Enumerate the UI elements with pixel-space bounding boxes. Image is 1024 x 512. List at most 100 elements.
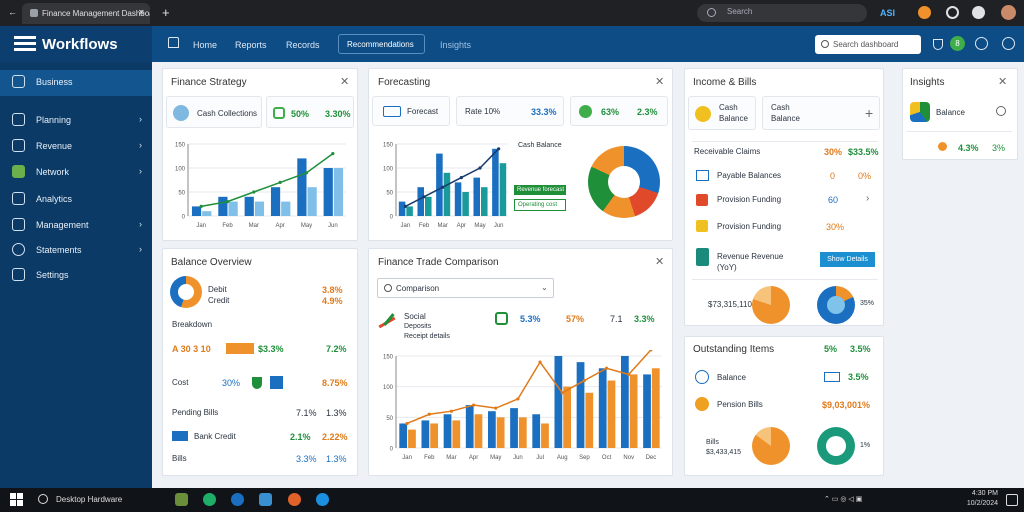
cash-collections-pill[interactable]: Cash Collections (166, 96, 262, 128)
home-icon[interactable] (168, 37, 179, 48)
insight-value: 4.3% (958, 143, 979, 153)
line-point (331, 152, 335, 156)
profile-extension-icon[interactable] (918, 6, 931, 19)
pill-label: Balance (771, 114, 800, 123)
shield-icon[interactable] (933, 39, 943, 50)
planning-icon (12, 113, 25, 126)
app-icon[interactable] (203, 493, 216, 506)
sidebar-item-statements[interactable]: Statements › (12, 240, 142, 262)
status-dot (938, 142, 947, 151)
start-icon[interactable] (10, 493, 23, 506)
balance-donut-chart (170, 276, 202, 308)
bar (496, 417, 505, 448)
taskbar-date[interactable]: 10/2/2024 (966, 500, 998, 507)
bar (244, 196, 254, 216)
row-value: 3.5% (848, 372, 869, 382)
rate-pill[interactable]: Rate 10% 33.3% (456, 96, 564, 126)
cash-balance-pill[interactable]: Cash Balance (688, 96, 756, 130)
sidebar-item-business[interactable]: Business (12, 72, 142, 94)
close-icon[interactable]: ✕ (998, 76, 1008, 88)
sidebar-active-highlight (0, 70, 152, 96)
x-tick-label: Aug (557, 455, 568, 461)
status-pill[interactable]: Cash Balance + (762, 96, 880, 130)
back-icon[interactable]: ← (8, 7, 17, 17)
sidebar-item-label: Management (36, 220, 89, 230)
nav-link-recommendations[interactable]: Recommendations (338, 34, 425, 54)
close-icon[interactable]: ✕ (340, 76, 350, 88)
sidebar-item-network[interactable]: Network › (12, 162, 142, 184)
new-tab-button[interactable]: + (162, 5, 170, 20)
sidebar-item-management[interactable]: Management › (12, 215, 142, 237)
y-tick-label: 150 (383, 355, 394, 361)
line-point (497, 147, 501, 151)
dashboard-search-input[interactable]: Search dashboard (815, 35, 921, 54)
avatar[interactable] (1001, 5, 1016, 20)
help-icon[interactable] (975, 37, 988, 50)
user-icon[interactable] (1002, 37, 1015, 50)
x-tick-label: Jan (402, 455, 412, 461)
finance-strategy-chart: 150 100 50 0 Jan Feb Mar Apr May Jun (168, 138, 350, 230)
rate-pill[interactable]: 50% 3.30% (266, 96, 354, 128)
nav-link-home[interactable]: Home (193, 40, 218, 50)
bar (281, 201, 291, 216)
nav-link-reports[interactable]: Reports (235, 40, 267, 50)
nav-link-insights[interactable]: Insights (440, 40, 472, 50)
browser-search-input[interactable]: Search (697, 4, 867, 22)
comparison-select[interactable]: Comparison ⌄ (377, 278, 554, 298)
chevron-right-icon[interactable]: › (866, 193, 870, 204)
coin-icon (695, 397, 709, 411)
close-icon[interactable]: ✕ (655, 256, 665, 268)
refresh-icon[interactable] (996, 106, 1006, 116)
donut-label: Debit (208, 285, 227, 294)
close-tab-icon[interactable]: ✕ (138, 8, 145, 17)
management-icon (12, 218, 25, 231)
app-icon[interactable] (231, 493, 244, 506)
app-icon[interactable] (288, 493, 301, 506)
card-title: Finance Strategy (171, 77, 247, 88)
sidebar-item-planning[interactable]: Planning › (12, 110, 142, 132)
bar (585, 392, 594, 448)
coin-icon (695, 106, 711, 122)
app-logo[interactable]: Workflows (42, 36, 118, 53)
app-icon[interactable] (259, 493, 272, 506)
browser-tab[interactable]: Finance Management Dashboard (22, 3, 150, 24)
search-icon[interactable] (38, 494, 48, 504)
show-details-button[interactable]: Show Details (820, 252, 875, 267)
taskbar-clock[interactable]: 4:30 PM (971, 490, 998, 497)
close-icon[interactable]: ✕ (655, 76, 665, 88)
sidebar-item-analytics[interactable]: Analytics (12, 189, 142, 211)
bar (563, 386, 572, 448)
x-tick-label: Feb (419, 223, 430, 229)
line-point (560, 391, 564, 395)
notification-icon[interactable] (1006, 494, 1018, 506)
nav-link-records[interactable]: Records (286, 40, 320, 50)
row-value: $3.3% (258, 344, 284, 354)
app-icon[interactable] (316, 493, 329, 506)
notification-badge[interactable]: 8 (950, 36, 965, 51)
legend-title: Social (404, 312, 426, 321)
taskbar-search[interactable]: Desktop Hardware (56, 495, 123, 504)
card-value: 3.5% (850, 344, 871, 354)
chevron-right-icon: › (139, 219, 142, 229)
doc-icon (270, 376, 283, 389)
bar (499, 163, 507, 216)
sidebar-item-settings[interactable]: Settings (12, 265, 142, 287)
forecast-pill[interactable]: Forecast (372, 96, 450, 126)
divider (692, 279, 878, 280)
app-icon[interactable] (175, 493, 188, 506)
browser-toolbar (0, 0, 1024, 26)
row-value: 7.2% (326, 344, 347, 354)
bar (576, 362, 585, 448)
balance-value: 3.8% (322, 285, 343, 295)
add-icon[interactable]: + (865, 105, 874, 121)
tray-icons[interactable]: ⌃ ▭ ◎ ◁ ▣ (824, 496, 863, 503)
pill-value: 33.3% (531, 107, 557, 117)
download-icon[interactable] (972, 6, 985, 19)
card-title: Income & Bills (693, 77, 757, 88)
bar (191, 206, 202, 216)
growth-pill[interactable]: 63% 2.3% (570, 96, 668, 126)
extension-icon[interactable]: ASI (880, 8, 896, 18)
settings-icon[interactable] (946, 6, 959, 19)
sidebar-item-revenue[interactable]: Revenue › (12, 136, 142, 158)
bar (620, 356, 629, 448)
